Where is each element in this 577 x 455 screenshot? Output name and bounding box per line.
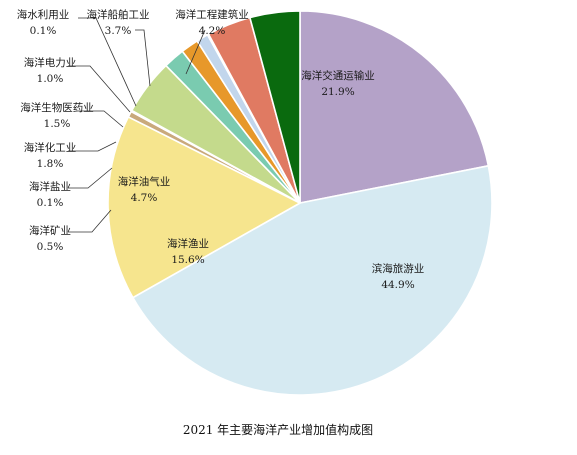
slice-name-label: 海洋化工业 — [24, 141, 77, 154]
slice-name-label: 海洋交通运输业 — [301, 69, 375, 82]
slice-name-label: 海洋油气业 — [118, 175, 171, 188]
leader-line — [185, 29, 206, 75]
slice-value-label: 44.9% — [381, 279, 414, 291]
slice-value-label: 15.6% — [171, 254, 204, 266]
leader-line — [76, 110, 124, 128]
slice-name-label: 海水利用业 — [17, 8, 70, 21]
leader-line — [68, 167, 113, 189]
leader-line — [135, 29, 151, 87]
slice-name-label: 海洋电力业 — [24, 56, 77, 69]
pie-slice — [131, 164, 493, 396]
pie-slice — [299, 10, 490, 204]
slice-name-label: 海洋盐业 — [29, 180, 71, 193]
pie-slice — [248, 10, 301, 204]
slice-name-label: 海洋船舶工业 — [87, 8, 150, 21]
slice-name-label: 滨海旅游业 — [372, 262, 425, 275]
slice-value-label: 21.9% — [321, 86, 354, 98]
slice-name-label: 海洋渔业 — [167, 237, 209, 250]
slice-value-label: 4.2% — [199, 25, 226, 37]
slice-value-label: 1.5% — [44, 118, 71, 130]
leader-lines — [68, 17, 206, 233]
slice-value-label: 0.1% — [37, 197, 64, 209]
leader-line — [68, 65, 131, 113]
leader-line — [68, 209, 112, 233]
slice-value-label: 0.1% — [30, 25, 57, 37]
slice-name-label: 海洋生物医药业 — [20, 101, 94, 114]
leader-line — [68, 141, 117, 152]
slice-labels: 海洋交通运输业 21.9% 滨海旅游业 44.9% 海洋渔业 15.6% 海洋矿业 0.5% 海… — [17, 8, 425, 291]
pie-slices — [107, 10, 493, 396]
slice-value-label: 3.7% — [105, 25, 132, 37]
slice-name-label: 海洋工程建筑业 — [175, 8, 249, 21]
slice-value-label: 1.8% — [37, 158, 64, 170]
leader-line — [78, 17, 137, 107]
slice-value-label: 0.5% — [37, 241, 64, 253]
chart-title: 2021 年主要海洋产业增加值构成图 — [183, 422, 373, 437]
slice-value-label: 1.0% — [37, 73, 64, 85]
slice-value-label: 4.7% — [131, 192, 158, 204]
pie-slice — [107, 115, 302, 299]
slice-name-label: 海洋矿业 — [29, 224, 71, 237]
